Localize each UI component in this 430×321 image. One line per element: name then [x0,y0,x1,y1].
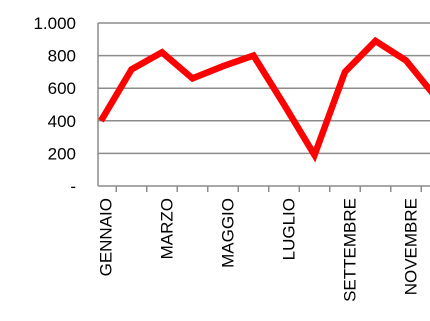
y-tick-labels: - 200 400 600 800 1.000 [33,14,76,196]
y-tick-label: 600 [48,79,76,98]
x-tick-label: GENNAIO [96,198,115,276]
y-tick-label: - [70,177,76,196]
series-layer [98,36,430,163]
axes [97,23,430,192]
x-tick-label: LUGLIO [279,198,298,260]
y-tick-label: 1.000 [33,14,76,33]
series-line [98,36,430,163]
y-tick-label: 400 [48,112,76,131]
x-tick-label: NOVEMBRE [401,198,420,295]
x-tick-label: SETTEMBRE [340,198,359,302]
y-tick-label: 800 [48,47,76,66]
x-tick-label: MAGGIO [218,198,237,268]
y-tick-label: 200 [48,144,76,163]
x-tick-label: MARZO [157,198,176,259]
x-tick-labels: GENNAIO MARZO MAGGIO LUGLIO SETTEMBRE NOVEMBR… [96,198,420,302]
